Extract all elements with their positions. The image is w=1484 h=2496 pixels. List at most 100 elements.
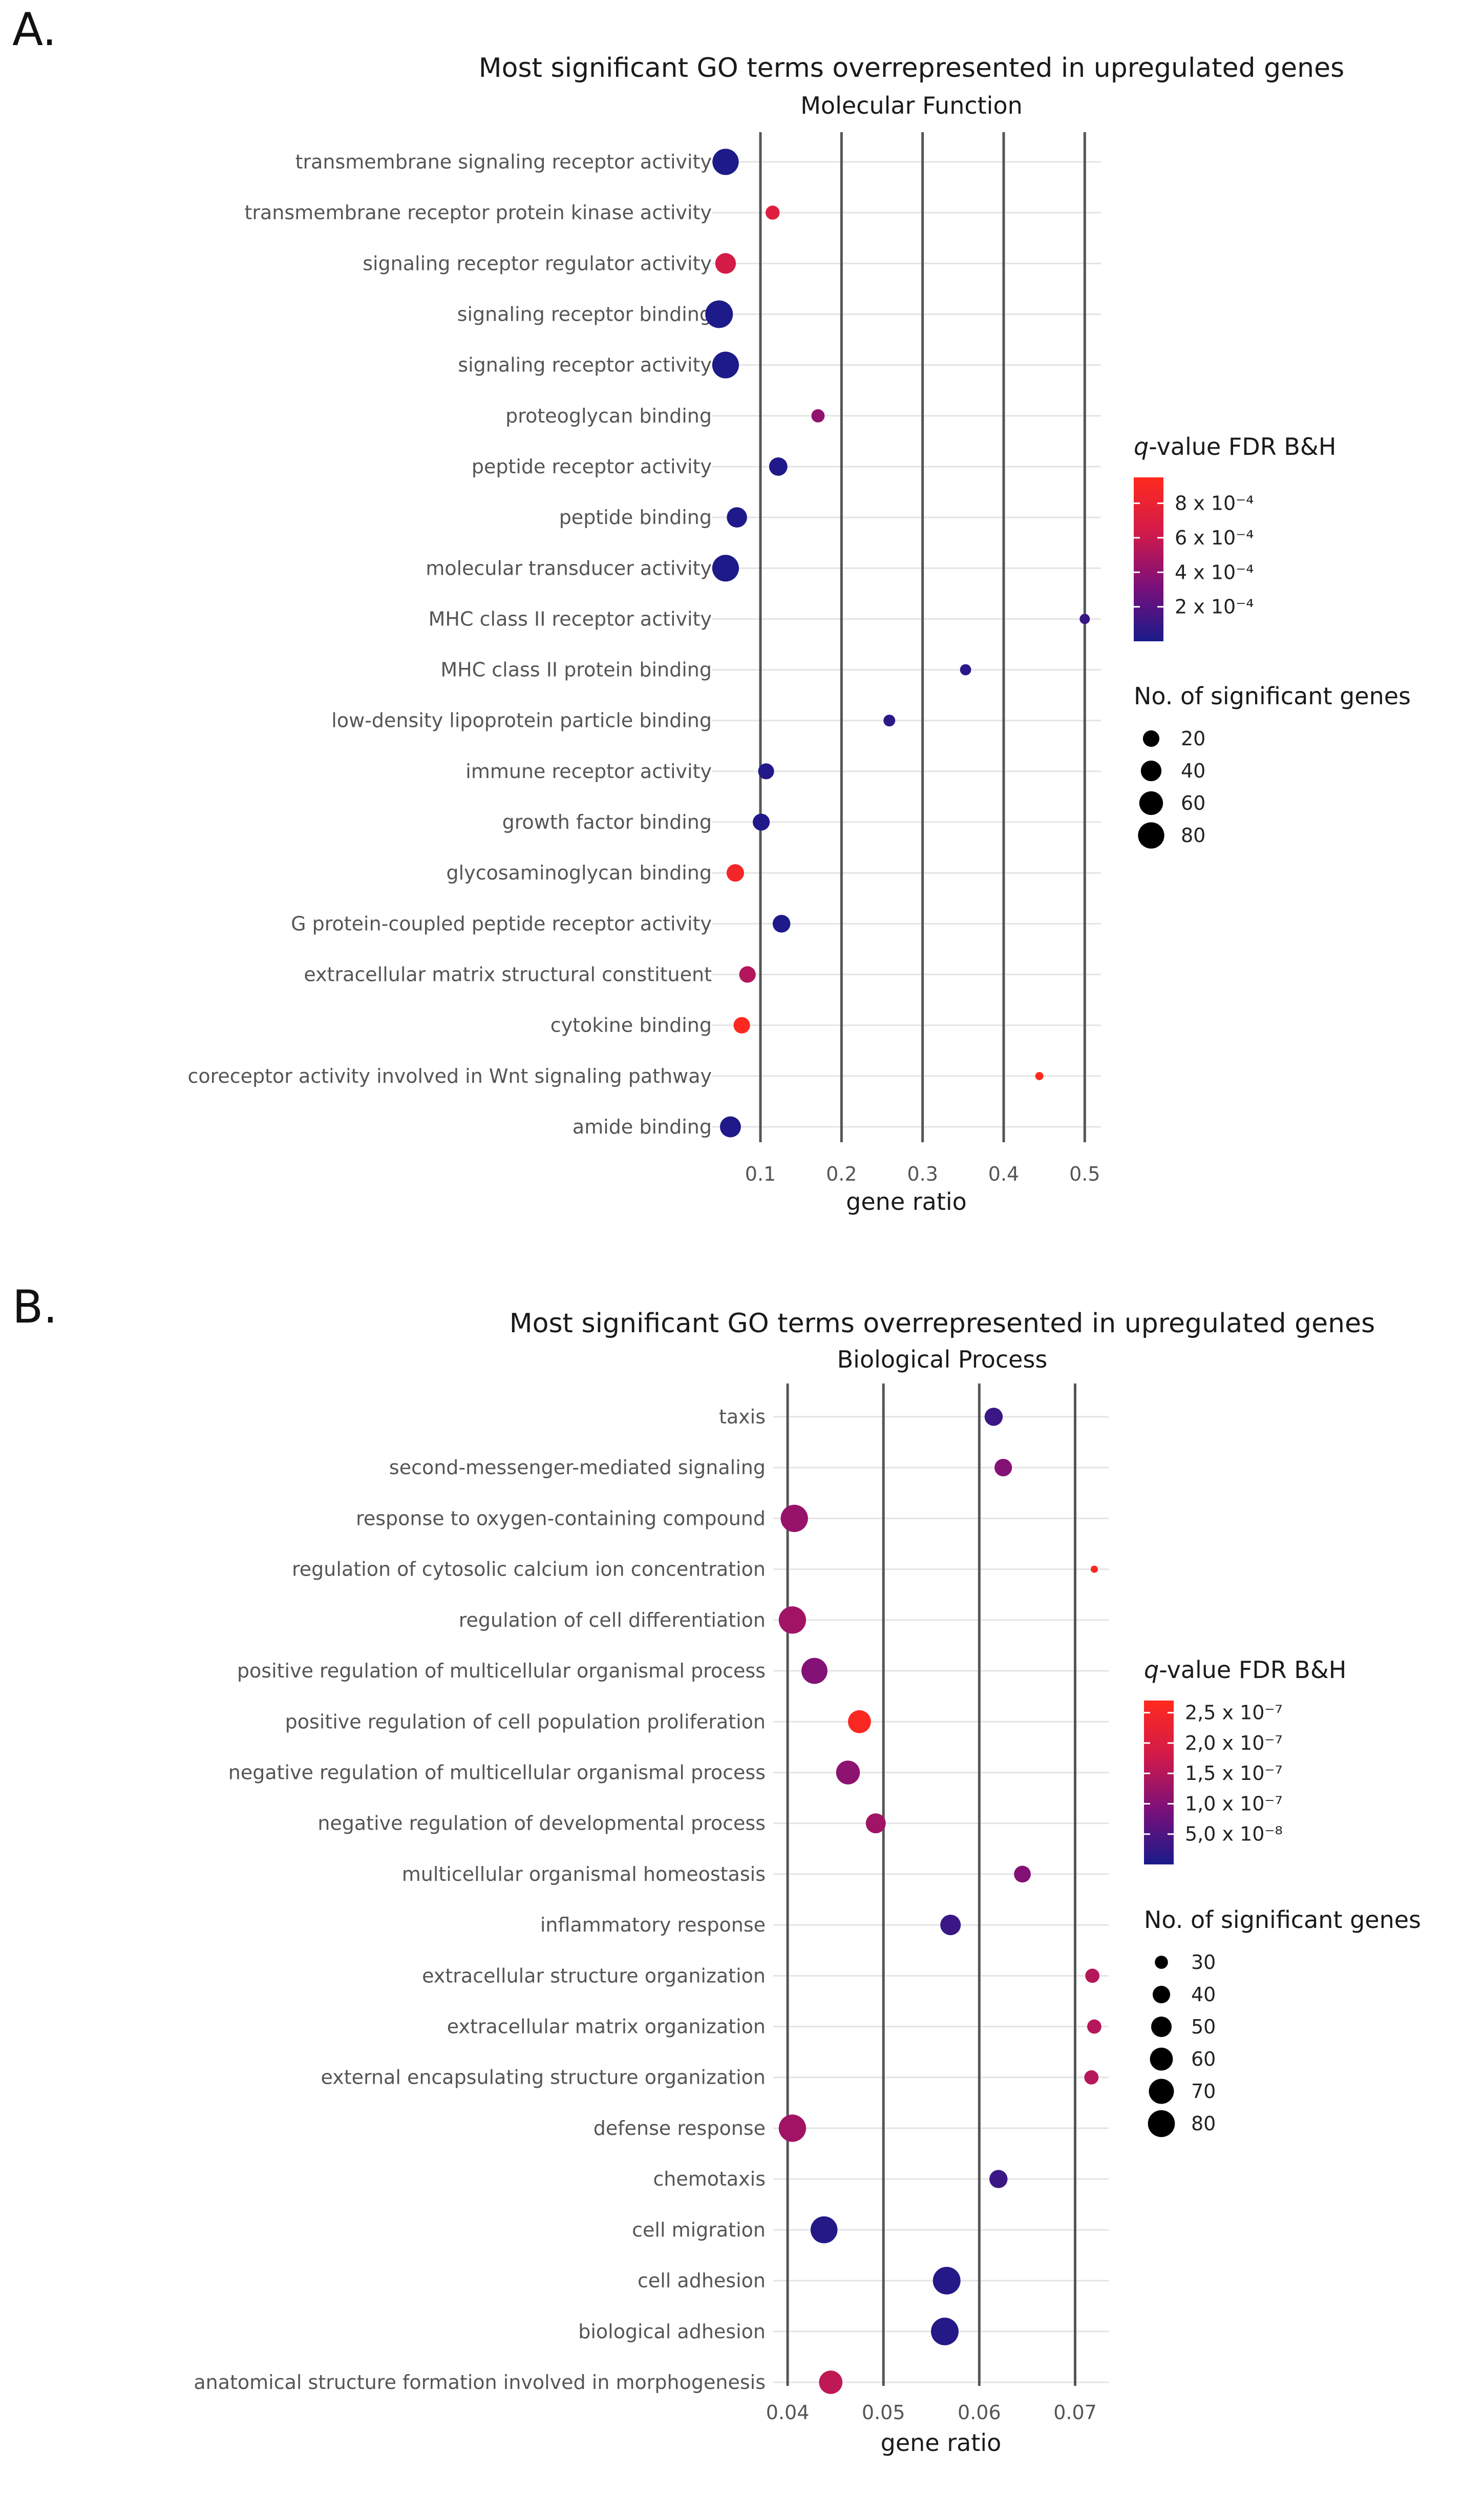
x-tick-label: 0.04 bbox=[766, 2401, 810, 2424]
y-tick-label: growth factor binding bbox=[502, 811, 712, 833]
data-point bbox=[712, 149, 739, 175]
size-legend-dot bbox=[1151, 2016, 1172, 2038]
y-tick-label: negative regulation of developmental pro… bbox=[317, 1812, 766, 1835]
data-point bbox=[932, 2267, 961, 2295]
y-tick-label: negative regulation of multicellular org… bbox=[228, 1761, 766, 1784]
data-point bbox=[727, 507, 747, 528]
data-point bbox=[960, 664, 971, 676]
x-tick-label: 0.3 bbox=[907, 1163, 938, 1185]
chart-title: Most significant GO terms overrepresente… bbox=[510, 1308, 1375, 1339]
y-tick-label: multicellular organismal homeostasis bbox=[402, 1863, 766, 1885]
data-point bbox=[780, 1504, 808, 1533]
data-point bbox=[778, 2114, 807, 2142]
data-point bbox=[811, 409, 825, 423]
data-point bbox=[1085, 1968, 1100, 1983]
data-point bbox=[848, 1710, 871, 1733]
size-legend-dot bbox=[1139, 791, 1163, 815]
x-axis-label: gene ratio bbox=[881, 2429, 1002, 2457]
data-point bbox=[778, 1606, 807, 1634]
y-tick-label: defense response bbox=[593, 2117, 766, 2140]
data-point bbox=[766, 205, 780, 220]
y-tick-label: proteoglycan binding bbox=[505, 405, 712, 427]
chart-biological-process: Most significant GO terms overrepresente… bbox=[194, 1308, 1421, 2457]
size-legend-label: 60 bbox=[1181, 792, 1205, 814]
size-legend-label: 30 bbox=[1191, 1951, 1216, 1974]
color-legend-bar bbox=[1144, 1701, 1174, 1864]
y-tick-label: positive regulation of cell population p… bbox=[285, 1710, 766, 1733]
data-point bbox=[1087, 2019, 1101, 2034]
y-tick-label: biological adhesion bbox=[578, 2320, 766, 2343]
data-point bbox=[984, 1408, 1003, 1426]
y-tick-label: response to oxygen-containing compound bbox=[356, 1507, 766, 1529]
panel-a-letter: A. bbox=[12, 3, 57, 56]
color-legend-label: 2 x 10⁻⁴ bbox=[1175, 596, 1254, 618]
size-legend-label: 20 bbox=[1181, 727, 1205, 750]
y-tick-label: positive regulation of multicellular org… bbox=[237, 1660, 766, 1682]
size-legend-label: 80 bbox=[1181, 824, 1205, 847]
data-point bbox=[772, 915, 791, 933]
data-point bbox=[801, 1658, 828, 1684]
y-tick-label: taxis bbox=[719, 1406, 766, 1428]
size-legend-title: No. of significant genes bbox=[1144, 1906, 1421, 1934]
color-legend-bar bbox=[1134, 477, 1163, 641]
size-legend-dot bbox=[1155, 1956, 1168, 1969]
color-legend-label: 4 x 10⁻⁴ bbox=[1175, 561, 1254, 583]
y-tick-label: MHC class II protein binding bbox=[440, 659, 712, 681]
color-legend-title: q-value FDR B&H bbox=[1144, 1656, 1346, 1684]
y-tick-label: peptide receptor activity bbox=[472, 455, 712, 478]
chart-subtitle: Biological Process bbox=[837, 1346, 1048, 1373]
y-tick-label: MHC class II receptor activity bbox=[429, 607, 712, 630]
y-tick-label: cell adhesion bbox=[638, 2270, 766, 2292]
y-tick-label: cell migration bbox=[632, 2218, 766, 2241]
size-legend-label: 50 bbox=[1191, 2016, 1216, 2038]
data-point bbox=[715, 253, 736, 274]
data-point bbox=[712, 351, 739, 379]
x-tick-label: 0.2 bbox=[826, 1163, 857, 1185]
y-tick-label: signaling receptor regulator activity bbox=[363, 252, 712, 275]
x-tick-label: 0.06 bbox=[958, 2401, 1001, 2424]
data-point bbox=[719, 1116, 741, 1138]
data-point bbox=[940, 1915, 961, 1936]
y-tick-label: regulation of cell differentiation bbox=[459, 1609, 766, 1631]
data-point bbox=[1079, 614, 1090, 624]
y-tick-label: inflammatory response bbox=[540, 1914, 766, 1936]
size-legend-dot bbox=[1148, 2110, 1175, 2137]
chart-subtitle: Molecular Function bbox=[800, 92, 1023, 119]
y-tick-label: second-messenger-mediated signaling bbox=[389, 1456, 766, 1479]
color-legend-label: 2,5 x 10⁻⁷ bbox=[1185, 1702, 1283, 1724]
size-legend-dot bbox=[1138, 822, 1164, 849]
y-tick-label: extracellular structure organization bbox=[422, 1964, 766, 1987]
y-tick-label: coreceptor activity involved in Wnt sign… bbox=[187, 1065, 712, 1087]
y-tick-label: extracellular matrix structural constitu… bbox=[304, 963, 712, 986]
color-legend-label: 5,0 x 10⁻⁸ bbox=[1185, 1823, 1283, 1845]
x-axis-label: gene ratio bbox=[846, 1188, 967, 1215]
y-tick-label: transmembrane receptor protein kinase ac… bbox=[244, 201, 712, 224]
size-legend-label: 80 bbox=[1191, 2112, 1216, 2135]
size-legend-dot bbox=[1150, 2047, 1173, 2071]
size-legend-dot bbox=[1152, 1985, 1171, 2004]
y-tick-label: external encapsulating structure organiz… bbox=[321, 2066, 766, 2089]
y-tick-label: signaling receptor binding bbox=[457, 303, 712, 325]
size-legend-label: 70 bbox=[1191, 2080, 1216, 2103]
y-tick-label: immune receptor activity bbox=[465, 760, 712, 783]
data-point bbox=[705, 300, 733, 328]
y-tick-label: anatomical structure formation involved … bbox=[194, 2371, 766, 2394]
y-tick-label: signaling receptor activity bbox=[458, 354, 712, 376]
color-legend-title: q-value FDR B&H bbox=[1134, 433, 1336, 460]
color-legend-label: 1,5 x 10⁻⁷ bbox=[1185, 1762, 1283, 1785]
y-tick-label: extracellular matrix organization bbox=[447, 2016, 766, 2038]
data-point bbox=[819, 2371, 843, 2394]
size-legend-label: 60 bbox=[1191, 2048, 1216, 2070]
color-legend-label: 2,0 x 10⁻⁷ bbox=[1185, 1732, 1283, 1754]
data-point bbox=[836, 1760, 860, 1785]
data-point bbox=[1035, 1072, 1044, 1080]
color-legend-label: 8 x 10⁻⁴ bbox=[1175, 492, 1254, 515]
y-tick-label: cytokine binding bbox=[550, 1014, 712, 1037]
data-point bbox=[758, 763, 774, 780]
size-legend-dot bbox=[1149, 2079, 1174, 2104]
y-tick-label: glycosaminoglycan binding bbox=[447, 862, 712, 884]
size-legend-dot bbox=[1142, 730, 1160, 747]
data-point bbox=[733, 1017, 750, 1034]
data-point bbox=[752, 813, 770, 831]
